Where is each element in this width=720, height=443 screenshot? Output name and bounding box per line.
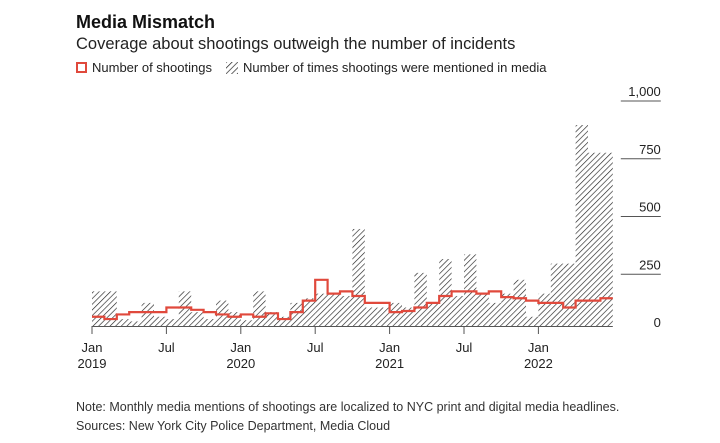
note-text: Note: Monthly media mentions of shooting…: [76, 400, 620, 414]
x-tick-year-label: 2019: [78, 356, 107, 371]
media-mention-bar: [563, 263, 576, 326]
y-tick-label: 0: [654, 315, 661, 330]
media-mention-bar: [352, 228, 365, 326]
notes: Note: Monthly media mentions of shooting…: [76, 398, 619, 436]
media-mention-bar: [92, 291, 105, 326]
x-tick-year-label: 2020: [226, 356, 255, 371]
media-mention-bar: [575, 125, 588, 326]
media-mention-bar: [464, 254, 477, 326]
legend-swatch-hatch: [225, 61, 238, 74]
media-mention-bar: [414, 272, 427, 326]
x-tick-label: Jan: [230, 340, 251, 355]
media-mention-bar: [426, 302, 440, 326]
y-tick-label: 750: [639, 142, 661, 157]
media-mention-bar: [451, 295, 464, 326]
media-mention-bar: [600, 152, 613, 326]
chart-subtitle: Coverage about shootings outweigh the nu…: [76, 35, 516, 53]
x-tick-year-label: 2022: [524, 356, 553, 371]
media-mention-bar: [588, 152, 601, 326]
media-mention-bar: [439, 259, 452, 326]
line-layer: [92, 278, 613, 321]
media-mention-bar: [104, 291, 117, 326]
legend-label-shootings: Number of shootings: [92, 60, 212, 75]
legend-swatch-line: [76, 62, 87, 73]
media-mention-bar: [240, 320, 254, 326]
x-tick-label: Jul: [158, 340, 175, 355]
media-mention-bar: [129, 321, 142, 326]
x-tick-label: Jan: [379, 340, 400, 355]
media-mention-bar: [389, 302, 402, 326]
media-mention-bar: [364, 307, 378, 326]
y-tick-label: 500: [639, 200, 661, 215]
media-mention-bar: [501, 293, 514, 326]
media-mention-bar: [253, 291, 266, 326]
media-mention-bar: [315, 293, 328, 326]
media-mention-bar: [203, 319, 216, 326]
legend-label-mentions: Number of times shootings were mentioned…: [242, 60, 547, 75]
chart-title: Media Mismatch: [76, 12, 216, 32]
media-mention-bar: [116, 319, 130, 326]
media-mention-bar: [141, 302, 154, 326]
media-mention-bar: [228, 312, 241, 326]
x-tick-label: Jul: [456, 340, 473, 355]
media-mention-bar: [538, 293, 551, 326]
media-mention-bar: [476, 293, 489, 326]
x-tick-label: Jul: [307, 340, 324, 355]
media-mention-bar: [265, 312, 278, 326]
media-mention-bar: [550, 263, 564, 326]
media-mention-bar: [526, 316, 539, 326]
media-mention-bar: [302, 298, 316, 326]
shootings-line: [92, 278, 613, 321]
media-mention-bar: [488, 302, 502, 326]
media-mention-bar: [377, 307, 390, 326]
media-mention-bar: [513, 279, 526, 326]
media-mention-bar: [290, 302, 303, 326]
media-mention-bar: [278, 316, 291, 326]
media-mention-bar: [154, 316, 167, 326]
x-tick-year-label: 2021: [375, 356, 404, 371]
legend: Number of shootings Number of times shoo…: [76, 60, 560, 75]
legend-item-shootings: Number of shootings: [76, 60, 212, 75]
media-mention-bar: [340, 295, 353, 326]
y-tick-label: 1,000: [628, 84, 661, 99]
media-mention-bar: [178, 291, 192, 326]
media-mention-bar: [191, 312, 204, 326]
media-mention-bar: [402, 307, 415, 326]
sources-text: Sources: New York City Police Department…: [76, 419, 391, 433]
y-tick-label: 250: [639, 257, 661, 272]
x-tick-label: Jan: [82, 340, 103, 355]
media-mention-bar: [166, 319, 179, 326]
legend-item-mentions: Number of times shootings were mentioned…: [225, 60, 547, 75]
media-mention-bar: [216, 300, 229, 326]
media-mention-bar: [327, 293, 340, 326]
x-tick-label: Jan: [528, 340, 549, 355]
